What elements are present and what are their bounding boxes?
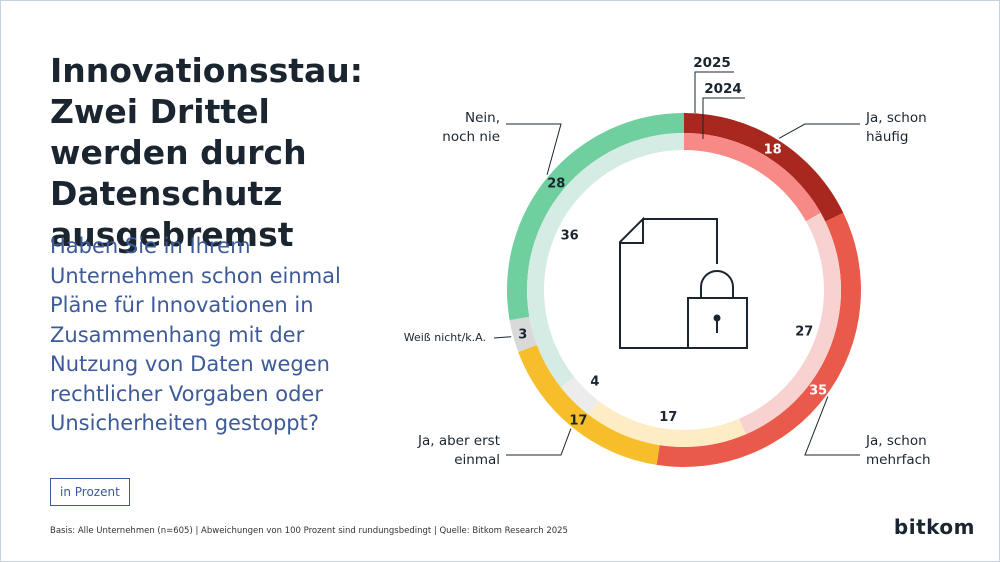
category-label-0: Ja, schon häufig — [865, 110, 927, 145]
category-label-1: Ja, schon mehrfach — [865, 433, 931, 468]
slice-outer-2 — [518, 344, 660, 465]
category-label-4: Nein, noch nie — [442, 110, 500, 145]
ring-2024 — [527, 133, 841, 448]
value-label-inner-2: 17 — [659, 410, 677, 425]
series-legend: 2025 2024 — [693, 55, 745, 139]
label-leaders — [493, 123, 860, 456]
value-label-outer-1: 35 — [809, 383, 827, 398]
value-label-inner-1: 27 — [795, 325, 813, 340]
slice-inner-2 — [588, 401, 746, 448]
value-label-outer-0: 18 — [764, 142, 782, 157]
value-label-inner-0: 17 — [739, 174, 757, 189]
leader-line-1 — [804, 396, 860, 456]
slice-labels: 18 35 17 3 28 17 27 17 4 36 Ja, schon häufig Ja, sch… — [404, 110, 931, 468]
slice-outer-3 — [509, 316, 537, 352]
slice-outer-1 — [656, 212, 861, 467]
document-lock-icon — [619, 216, 748, 349]
slice-inner-0 — [684, 133, 821, 222]
value-label-outer-4: 28 — [547, 176, 565, 191]
category-label-3: Weiß nicht/k.A. — [404, 331, 486, 344]
leader-line-2 — [506, 428, 572, 456]
value-label-outer-3: 3 — [518, 328, 527, 343]
value-label-inner-3: 4 — [590, 374, 599, 389]
series-pointer-2025 — [694, 71, 734, 113]
slice-outer-4 — [507, 113, 684, 321]
category-label-2: Ja, aber erst einmal — [417, 433, 500, 468]
source-footnote: Basis: Alle Unternehmen (n=605) | Abweic… — [50, 526, 568, 536]
unit-label: in Prozent — [50, 478, 130, 506]
bitkom-logo: bitkom — [893, 515, 975, 539]
leader-line-3 — [493, 336, 512, 339]
ring-2025 — [507, 113, 861, 467]
value-label-outer-2: 17 — [569, 413, 587, 428]
leader-line-0 — [778, 123, 860, 139]
series-label-2024: 2024 — [704, 81, 742, 97]
slice-inner-3 — [560, 376, 599, 415]
chart-title: Innovationsstau: Zwei Drittel werden dur… — [50, 51, 363, 254]
slice-outer-0 — [684, 113, 844, 222]
value-label-inner-4: 36 — [561, 229, 579, 244]
slice-inner-1 — [739, 212, 841, 435]
leader-line-4 — [506, 123, 562, 175]
survey-question: Haben Sie in Ihrem Unternehmen schon ein… — [50, 234, 341, 435]
slice-inner-4 — [527, 133, 684, 388]
series-pointer-2024 — [702, 97, 745, 139]
series-label-2025: 2025 — [693, 55, 731, 71]
